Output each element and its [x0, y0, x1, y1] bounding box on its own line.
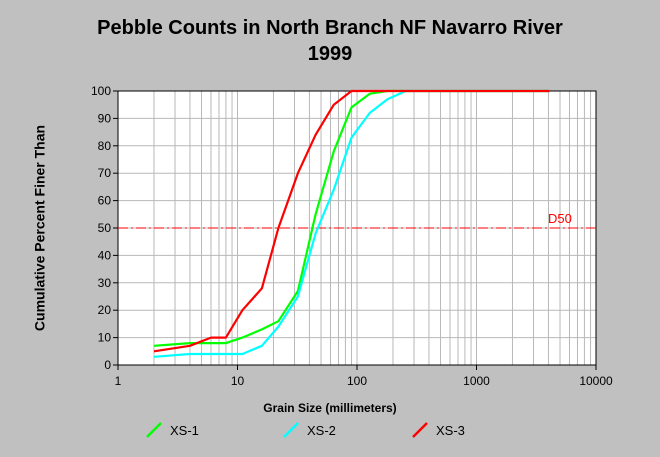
chart-title: Pebble Counts in North Branch NF Navarro…: [97, 17, 563, 39]
legend-item-xs-2: XS-2: [283, 422, 336, 438]
series-line-xs-3: [153, 89, 550, 353]
series-line-xs-2: [153, 89, 550, 358]
y-tick-label: 90: [98, 111, 112, 125]
x-tick-label: 10: [231, 374, 245, 388]
x-tick-label: 10000: [579, 374, 613, 388]
legend-swatch: [146, 422, 162, 438]
y-tick-label: 80: [98, 139, 112, 153]
y-tick-label: 40: [98, 248, 112, 262]
legend-label: XS-2: [307, 422, 336, 438]
y-tick-label: 30: [98, 276, 112, 290]
y-tick-label: 60: [98, 194, 112, 208]
y-tick-label: 10: [98, 331, 112, 345]
x-tick-label: 1: [115, 374, 122, 388]
legend-label: XS-1: [170, 422, 199, 438]
legend-item-xs-1: XS-1: [146, 422, 199, 438]
y-tick-label: 0: [104, 358, 111, 372]
y-tick-label: 20: [98, 303, 112, 317]
x-tick-label: 100: [347, 374, 367, 388]
y-tick-label: 50: [98, 221, 112, 235]
legend-swatch: [283, 422, 299, 438]
x-axis-label: Grain Size (millimeters): [263, 401, 397, 415]
y-tick-label: 100: [91, 84, 111, 98]
chart-subtitle: 1999: [307, 43, 353, 65]
d50-label: D50: [548, 211, 572, 226]
legend-label: XS-3: [436, 422, 465, 438]
legend-item-xs-3: XS-3: [412, 422, 465, 438]
legend-swatch: [412, 422, 428, 438]
legend: XS-1 XS-2 XS-3: [0, 422, 660, 444]
y-tick-label: 70: [98, 166, 112, 180]
x-tick-label: 1000: [463, 374, 490, 388]
